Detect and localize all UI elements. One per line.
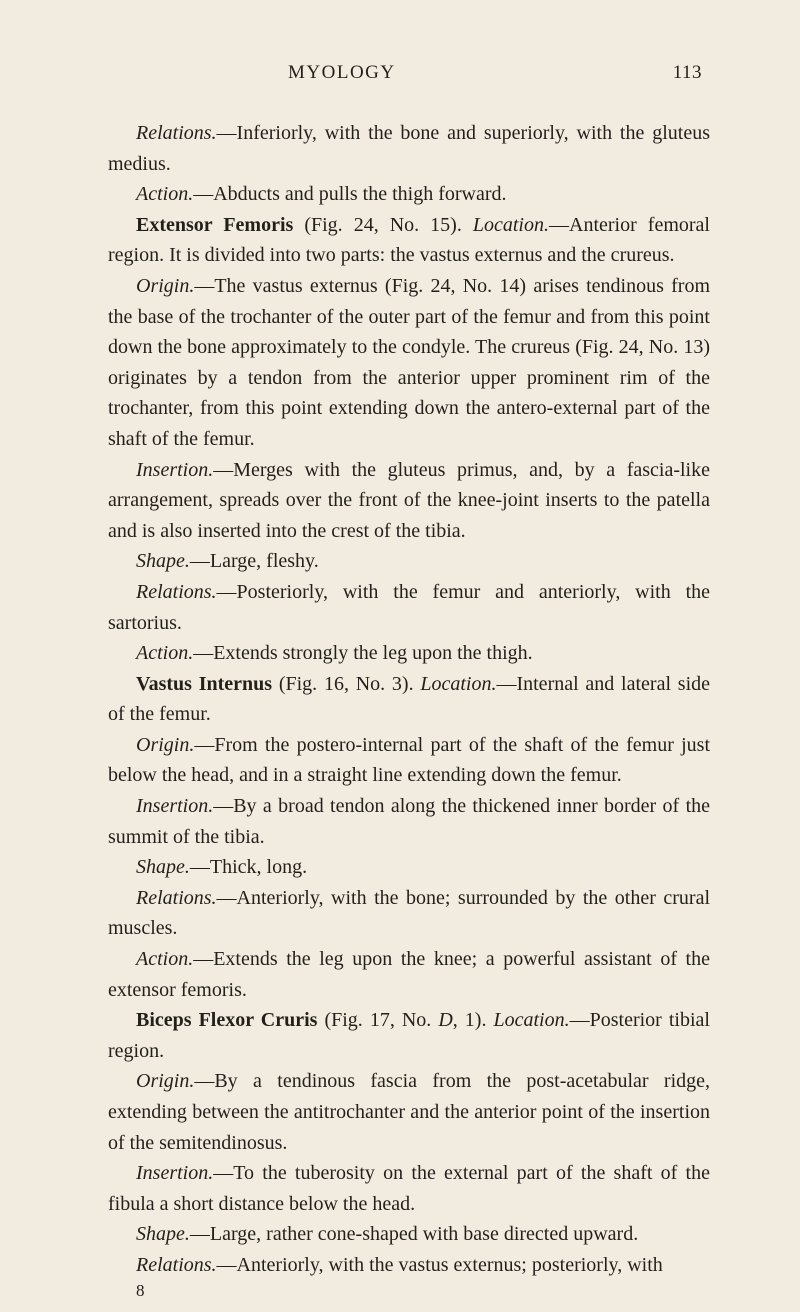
signature-mark: 8: [108, 1281, 710, 1301]
paragraph: Action.—Abducts and pulls the thigh forw…: [108, 179, 710, 210]
text-run: Biceps Flexor Cruris: [136, 1009, 317, 1031]
text-run: Insertion.: [136, 459, 213, 481]
text-run: —Large, fleshy.: [190, 550, 319, 572]
text-run: Action.: [136, 183, 193, 205]
paragraph: Vastus Internus (Fig. 16, No. 3). Locati…: [108, 669, 710, 730]
paragraph: Insertion.—Merges with the gluteus primu…: [108, 455, 710, 547]
text-run: Vastus Internus: [136, 673, 272, 695]
text-run: Relations.: [136, 581, 217, 603]
text-run: —Extends the leg upon the knee; a powerf…: [108, 948, 710, 1001]
text-run: Shape.: [136, 1223, 190, 1245]
page-number: 113: [673, 62, 702, 84]
text-run: Origin.: [136, 734, 194, 756]
text-run: Location.: [494, 1009, 570, 1031]
paragraph: Biceps Flexor Cruris (Fig. 17, No. D, 1)…: [108, 1005, 710, 1066]
text-run: —From the postero-internal part of the s…: [108, 734, 710, 787]
text-run: (Fig. 17, No.: [317, 1009, 438, 1031]
text-run: —Extends strongly the leg upon the thigh…: [193, 642, 532, 664]
text-run: Shape.: [136, 550, 190, 572]
text-run: —Abducts and pulls the thigh forward.: [193, 183, 506, 205]
text-run: Relations.: [136, 122, 217, 144]
text-run: Location.: [420, 673, 496, 695]
page-body: Relations.—Inferiorly, with the bone and…: [108, 118, 710, 1281]
paragraph: Relations.—Anteriorly, with the bone; su…: [108, 883, 710, 944]
paragraph: Insertion.—To the tuberosity on the exte…: [108, 1158, 710, 1219]
text-run: Action.: [136, 948, 193, 970]
text-run: (Fig. 16, No. 3).: [272, 673, 420, 695]
text-run: —Thick, long.: [190, 856, 307, 878]
running-header: MYOLOGY 113: [108, 62, 710, 84]
paragraph: Origin.—By a tendinous fascia from the p…: [108, 1066, 710, 1158]
text-run: Relations.: [136, 887, 217, 909]
paragraph: Shape.—Large, fleshy.: [108, 546, 710, 577]
paragraph: Origin.—The vastus externus (Fig. 24, No…: [108, 271, 710, 455]
paragraph: Origin.—From the postero-internal part o…: [108, 730, 710, 791]
text-run: Location.: [473, 214, 549, 236]
paragraph: Extensor Femoris (Fig. 24, No. 15). Loca…: [108, 210, 710, 271]
text-run: , 1).: [453, 1009, 494, 1031]
text-run: —Large, rather cone-shaped with base dir…: [190, 1223, 638, 1245]
paragraph: Action.—Extends the leg upon the knee; a…: [108, 944, 710, 1005]
page: MYOLOGY 113 Relations.—Inferiorly, with …: [0, 0, 800, 1312]
text-run: Origin.: [136, 1070, 194, 1092]
text-run: (Fig. 24, No. 15).: [293, 214, 473, 236]
text-run: —The vastus externus (Fig. 24, No. 14) a…: [108, 275, 710, 450]
paragraph: Shape.—Large, rather cone-shaped with ba…: [108, 1219, 710, 1250]
text-run: D: [438, 1009, 452, 1031]
text-run: Relations.: [136, 1254, 217, 1276]
paragraph: Shape.—Thick, long.: [108, 852, 710, 883]
paragraph: Relations.—Posteriorly, with the femur a…: [108, 577, 710, 638]
paragraph: Action.—Extends strongly the leg upon th…: [108, 638, 710, 669]
paragraph: Insertion.—By a broad tendon along the t…: [108, 791, 710, 852]
text-run: —By a tendinous fascia from the post-ace…: [108, 1070, 710, 1153]
text-run: Shape.: [136, 856, 190, 878]
paragraph: Relations.—Inferiorly, with the bone and…: [108, 118, 710, 179]
paragraph: Relations.—Anteriorly, with the vastus e…: [108, 1250, 710, 1281]
text-run: Extensor Femoris: [136, 214, 293, 236]
text-run: —Anteriorly, with the vastus externus; p…: [217, 1254, 663, 1276]
text-run: Insertion.: [136, 795, 213, 817]
running-title: MYOLOGY: [288, 62, 396, 84]
text-run: Action.: [136, 642, 193, 664]
text-run: Insertion.: [136, 1162, 213, 1184]
text-run: Origin.: [136, 275, 194, 297]
